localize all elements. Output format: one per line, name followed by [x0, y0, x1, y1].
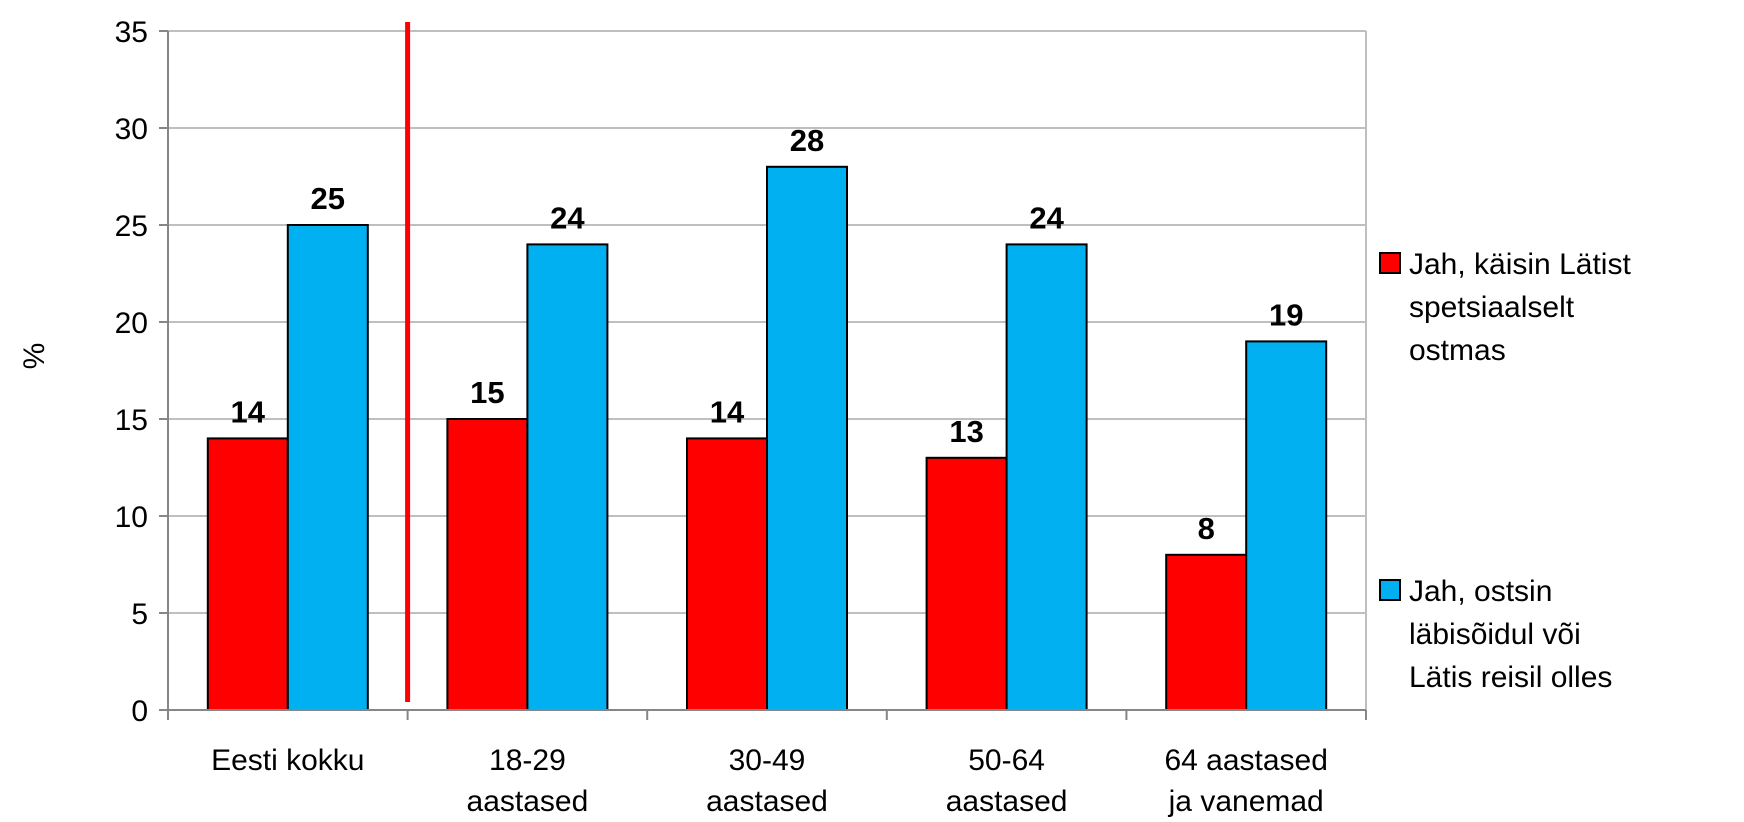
x-tick-label: 50-64 [968, 744, 1045, 777]
x-tick-label: 30-49 [729, 744, 806, 777]
bar-red-0 [206, 437, 289, 711]
bar-blue-0 [286, 224, 369, 711]
legend-entry-text: ostmas [1409, 334, 1506, 367]
data-label: 14 [710, 394, 745, 429]
y-tick-label: 15 [115, 404, 148, 437]
legend-entry-text: spetsiaalselt [1409, 291, 1575, 324]
bar-red-4 [1165, 553, 1248, 711]
y-tick-labels: 0 5 10 15 20 25 30 35 [115, 16, 148, 728]
legend-swatch-0 [1379, 252, 1401, 274]
x-tick-label: aastased [706, 785, 828, 818]
data-label: 15 [470, 375, 504, 410]
legend-swatch-1 [1379, 579, 1401, 601]
x-tick-label: ja vanemad [1168, 785, 1324, 818]
y-tick-label: 30 [115, 113, 148, 146]
bar-red-3 [925, 456, 1008, 711]
y-tick-label: 35 [115, 16, 148, 49]
bar-blue-2 [766, 165, 848, 712]
y-tick-label: 5 [131, 598, 148, 631]
data-label: 24 [1029, 200, 1064, 235]
y-tick-label: 0 [131, 695, 148, 728]
x-tick-label: 18-29 [489, 744, 566, 777]
data-label: 28 [790, 123, 824, 158]
data-label: 14 [231, 394, 266, 429]
legend-entry-text: Jah, käisin Lätist [1409, 248, 1631, 281]
x-tick-labels: Eesti kokku 18-29 aastased 30-49 aastased 50-… [211, 744, 1328, 818]
data-label: 24 [550, 200, 585, 235]
bars [206, 165, 1328, 712]
data-labels: 14 25 15 24 14 28 13 24 8 19 [231, 123, 1304, 546]
legend-entry-text: läbisõidul või [1409, 618, 1581, 651]
data-label: 25 [311, 181, 345, 216]
x-tick-label: aastased [946, 785, 1068, 818]
bar-red-1 [446, 418, 529, 711]
data-label: 8 [1198, 511, 1215, 546]
data-label: 13 [949, 414, 983, 449]
bar-red-2 [686, 437, 768, 711]
legend-entry-text: Lätis reisil olles [1409, 661, 1612, 694]
legend-entry-text: Jah, ostsin [1409, 575, 1552, 608]
y-axis-label: % [18, 343, 51, 370]
bar-blue-4 [1245, 340, 1328, 711]
y-tick-label: 20 [115, 307, 148, 340]
legend: Jah, käisin Lätist spetsiaalselt ostmas Jah… [1379, 248, 1631, 694]
axes [159, 30, 1367, 720]
bar-blue-3 [1005, 243, 1088, 711]
x-tick-label: aastased [467, 785, 589, 818]
y-tick-label: 25 [115, 210, 148, 243]
x-tick-label: 64 aastased [1164, 744, 1327, 777]
y-tick-label: 10 [115, 501, 148, 534]
x-tick-label: Eesti kokku [211, 744, 364, 777]
bar-blue-1 [526, 243, 609, 711]
data-label: 19 [1269, 297, 1303, 332]
